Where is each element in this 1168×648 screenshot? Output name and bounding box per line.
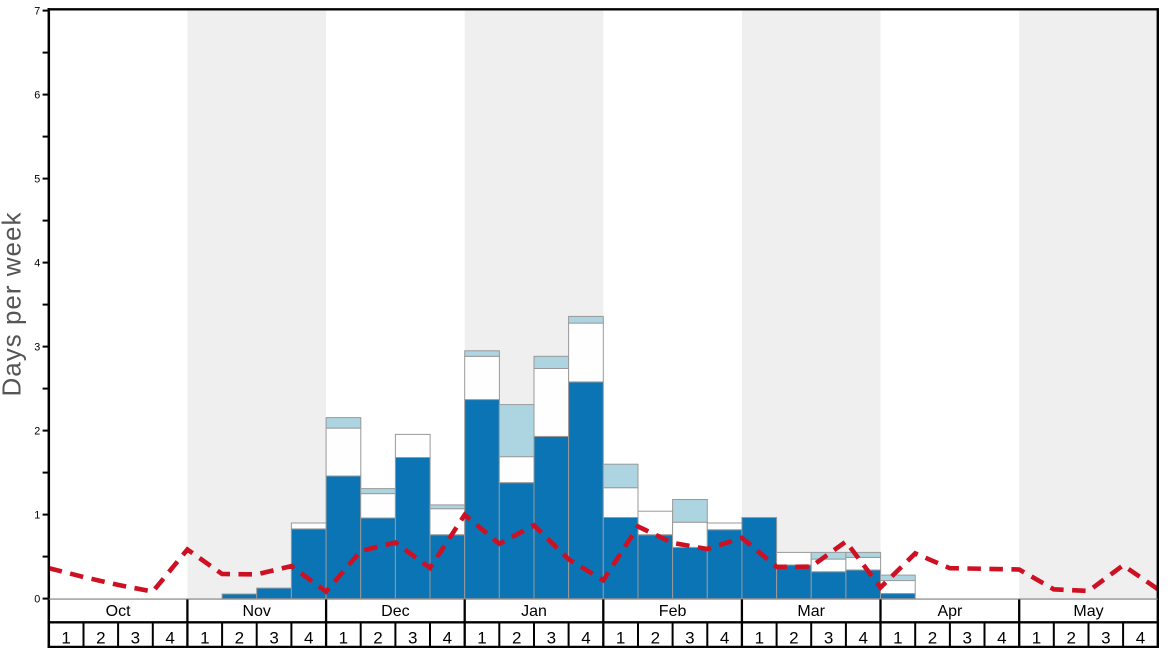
svg-text:6: 6	[34, 89, 40, 101]
svg-text:4: 4	[720, 629, 729, 648]
svg-text:1: 1	[61, 629, 70, 648]
svg-text:1: 1	[200, 629, 209, 648]
svg-text:Nov: Nov	[242, 603, 270, 620]
svg-text:2: 2	[373, 629, 382, 648]
svg-text:3: 3	[824, 629, 833, 648]
svg-text:4: 4	[165, 629, 174, 648]
svg-text:3: 3	[962, 629, 971, 648]
svg-text:2: 2	[928, 629, 937, 648]
svg-text:2: 2	[651, 629, 660, 648]
svg-text:1: 1	[893, 629, 902, 648]
svg-text:May: May	[1073, 603, 1103, 620]
svg-text:4: 4	[1136, 629, 1145, 648]
svg-text:4: 4	[304, 629, 313, 648]
svg-text:4: 4	[34, 257, 40, 269]
svg-text:2: 2	[1066, 629, 1075, 648]
svg-text:7: 7	[34, 5, 40, 17]
svg-text:2: 2	[235, 629, 244, 648]
svg-text:3: 3	[408, 629, 417, 648]
svg-text:1: 1	[34, 509, 40, 521]
svg-text:1: 1	[616, 629, 625, 648]
svg-text:2: 2	[34, 425, 40, 437]
svg-text:1: 1	[339, 629, 348, 648]
svg-text:4: 4	[581, 629, 590, 648]
svg-text:Feb: Feb	[659, 603, 687, 620]
svg-text:Apr: Apr	[937, 603, 963, 620]
svg-text:3: 3	[34, 341, 40, 353]
svg-text:2: 2	[789, 629, 798, 648]
svg-text:1: 1	[755, 629, 764, 648]
svg-text:3: 3	[547, 629, 556, 648]
svg-text:2: 2	[96, 629, 105, 648]
svg-text:2: 2	[512, 629, 521, 648]
svg-text:Dec: Dec	[381, 603, 409, 620]
svg-text:4: 4	[858, 629, 867, 648]
svg-text:4: 4	[443, 629, 452, 648]
svg-text:Days per week: Days per week	[0, 212, 27, 397]
svg-text:0: 0	[34, 593, 40, 605]
svg-text:3: 3	[1101, 629, 1110, 648]
svg-text:1: 1	[477, 629, 486, 648]
svg-text:3: 3	[131, 629, 140, 648]
svg-text:1: 1	[1032, 629, 1041, 648]
svg-text:Oct: Oct	[106, 603, 131, 620]
svg-text:4: 4	[997, 629, 1006, 648]
svg-text:Jan: Jan	[521, 603, 547, 620]
svg-text:Mar: Mar	[797, 603, 825, 620]
svg-text:3: 3	[269, 629, 278, 648]
svg-text:3: 3	[685, 629, 694, 648]
svg-text:5: 5	[34, 173, 40, 185]
